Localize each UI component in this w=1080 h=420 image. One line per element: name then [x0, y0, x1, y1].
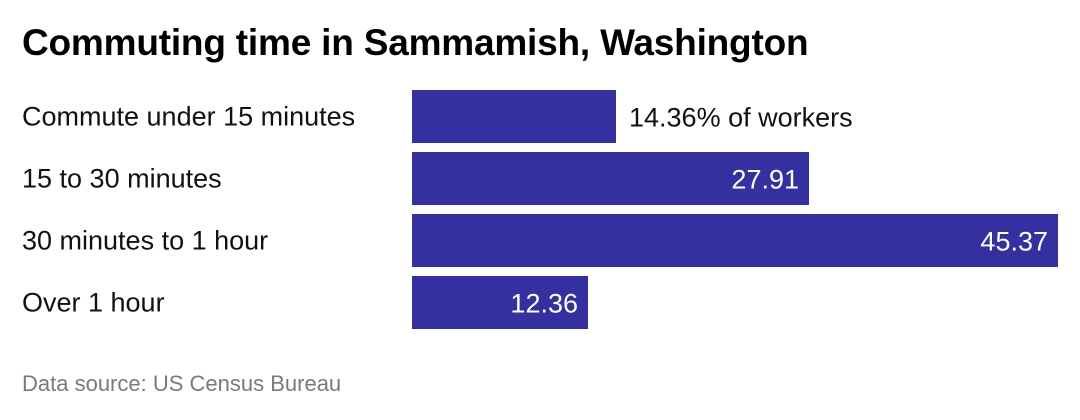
data-source-note: Data source: US Census Bureau: [22, 371, 342, 396]
bar-value-label: 45.37: [980, 227, 1048, 257]
bar-value-label: 14.36% of workers: [629, 103, 853, 133]
category-label: 30 minutes to 1 hour: [22, 226, 268, 256]
bar: [412, 276, 588, 329]
chart-title: Commuting time in Sammamish, Washington: [22, 22, 809, 63]
category-label: Commute under 15 minutes: [22, 102, 355, 132]
category-label: Over 1 hour: [22, 288, 165, 318]
bar-value-label: 27.91: [731, 165, 799, 195]
bar: [412, 90, 616, 143]
bar: [412, 214, 1058, 267]
bar: [412, 152, 809, 205]
bar-value-label: 12.36: [510, 289, 578, 319]
category-label: 15 to 30 minutes: [22, 164, 222, 194]
